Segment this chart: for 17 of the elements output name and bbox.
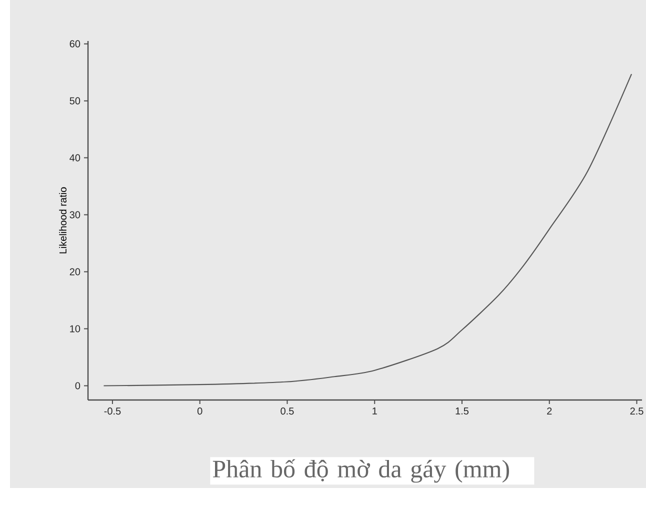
x-tick-label: -0.5 bbox=[104, 408, 121, 415]
x-tick-label: 2.5 bbox=[630, 408, 644, 415]
y-tick-label: 30 bbox=[70, 211, 80, 218]
y-tick-label: 60 bbox=[70, 40, 80, 48]
y-tick-label: 40 bbox=[70, 154, 80, 162]
y-tick-label: 10 bbox=[70, 325, 80, 332]
y-tick-label: 50 bbox=[70, 97, 80, 104]
y-tick-label: 0 bbox=[75, 382, 80, 390]
y-tick-label: 20 bbox=[70, 268, 80, 276]
y-axis-title: Likelihood ratio bbox=[59, 187, 66, 254]
x-tick-label: 0.5 bbox=[280, 408, 294, 415]
x-tick-label: 1.5 bbox=[456, 408, 469, 414]
line-series bbox=[103, 73, 632, 386]
x-axis-title: Phân bố độ mờ da gáy (mm) bbox=[212, 459, 509, 483]
x-tick-label: 2 bbox=[547, 408, 552, 414]
x-tick-label: 1 bbox=[372, 408, 377, 414]
x-tick-label: 0 bbox=[197, 408, 202, 415]
